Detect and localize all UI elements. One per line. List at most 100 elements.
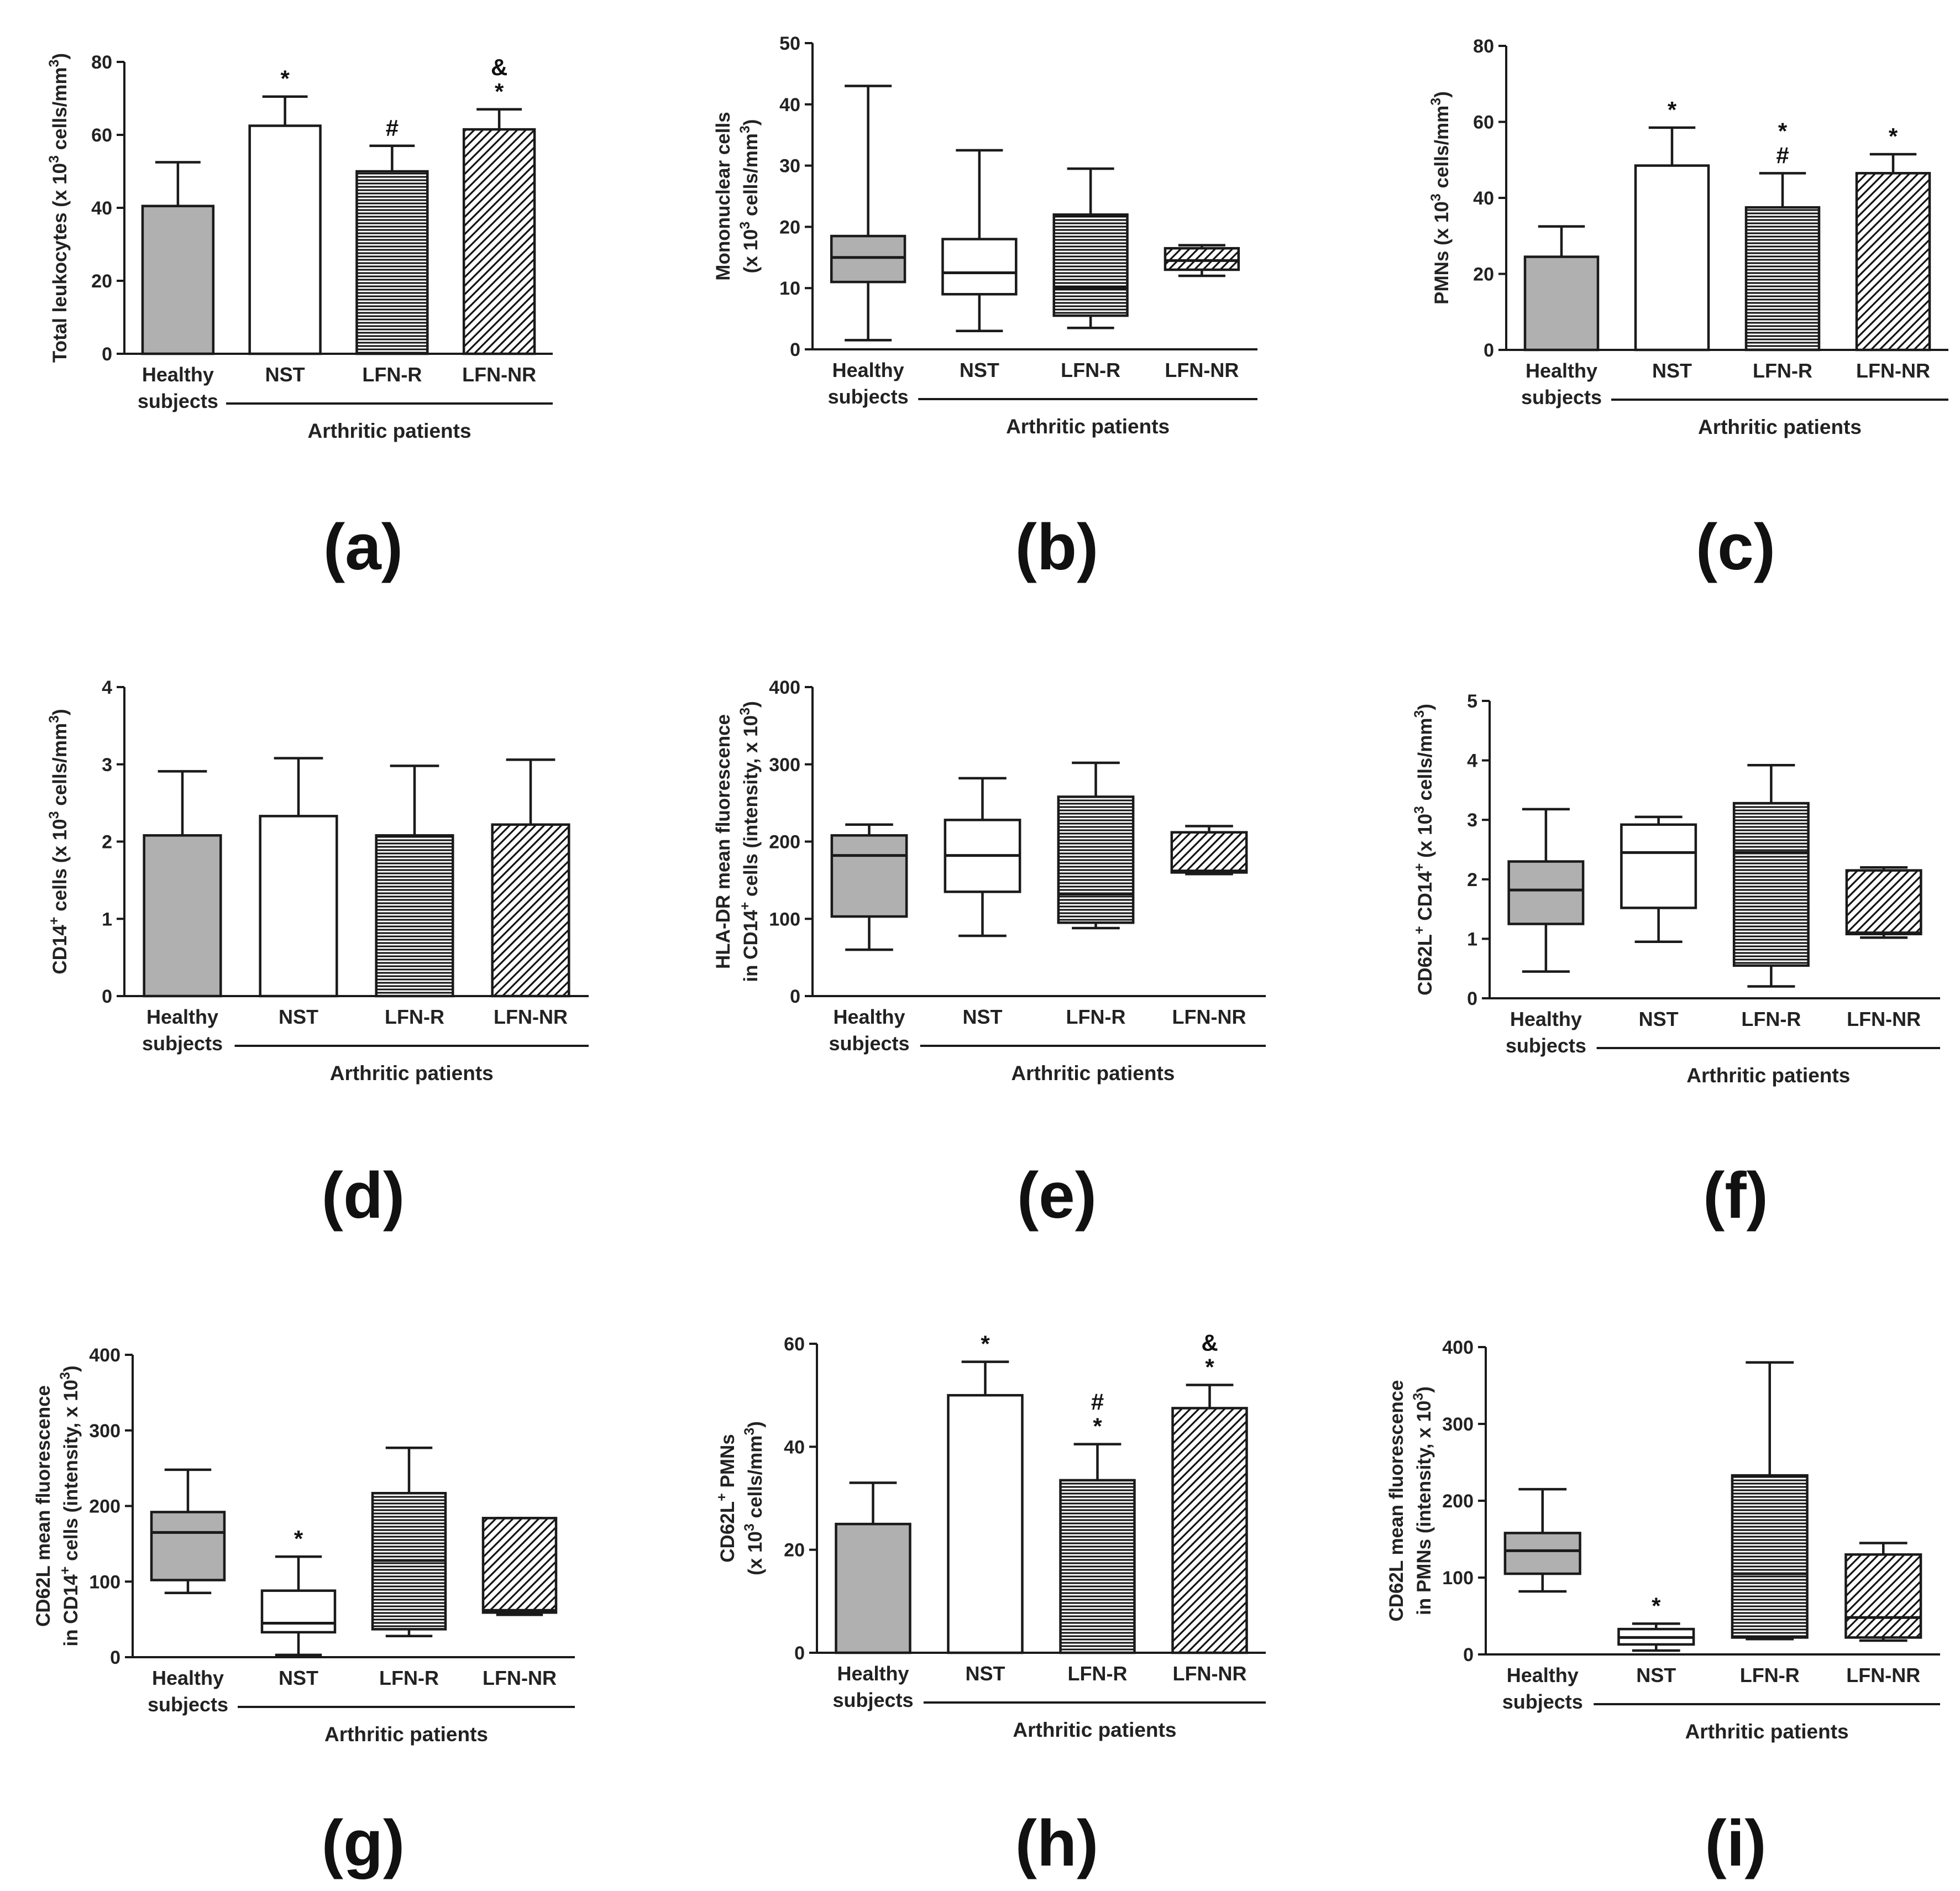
- ylabel-superscript: 3: [1411, 1393, 1426, 1401]
- ylabel-segment: cells/mm: [1431, 106, 1453, 194]
- y-tick-label: 40: [91, 198, 112, 219]
- ylabel-segment: Total leukocytes (x 10: [49, 163, 71, 363]
- y-tick-label: 80: [1473, 36, 1494, 57]
- bar-1: [248, 124, 322, 355]
- category-label: LFN-NR: [1846, 1664, 1920, 1686]
- chart-panel-e: 0 100 200 300 400 Healthy subjects NST LFN-R LFN-…: [712, 677, 1266, 1232]
- box-3: [1164, 247, 1240, 271]
- bar-3: [1171, 1407, 1248, 1654]
- chart-panel-b: 0 10 20 30 40 50 Healthy subjects NST LFN-R LFN-NR…: [712, 33, 1257, 584]
- y-tick-label: 30: [779, 156, 800, 177]
- y-axis-title: PMNs (x 103 cells/mm3): [1428, 91, 1453, 305]
- y-tick-label: 5: [1467, 691, 1477, 712]
- ylabel-segment: cells (intensity, x 10: [60, 1380, 82, 1567]
- category-label: LFN-NR: [1165, 359, 1239, 381]
- significance-mark: &: [1201, 1330, 1218, 1356]
- category-label: LFN-R: [1741, 1008, 1801, 1030]
- category-label: Healthy: [832, 359, 904, 381]
- ylabel-segment: PMNs (x 10: [1431, 201, 1453, 305]
- ylabel-segment: cells/mm: [745, 1436, 766, 1524]
- ylabel-segment: ): [49, 709, 71, 715]
- box-0: [1503, 1532, 1581, 1575]
- ylabel-superscript: 3: [737, 222, 753, 229]
- significance-mark: #: [386, 115, 399, 141]
- y-tick-label: 60: [1473, 112, 1494, 133]
- significance-mark: *: [1205, 1354, 1214, 1380]
- bar-0: [143, 834, 222, 998]
- box-2: [1731, 1474, 1809, 1639]
- category-label: Healthy: [142, 363, 214, 386]
- ylabel-segment: (x 10: [740, 229, 762, 274]
- category-label: subjects: [138, 390, 218, 412]
- category-label: subjects: [832, 1689, 913, 1711]
- y-tick-label: 3: [102, 755, 112, 776]
- significance-mark: *: [1889, 123, 1898, 149]
- y-tick-label: 20: [779, 217, 800, 238]
- category-label: LFN-NR: [494, 1005, 568, 1028]
- box-3: [481, 1517, 558, 1614]
- bar-2: [355, 170, 429, 355]
- category-label: LFN-NR: [1847, 1008, 1921, 1030]
- category-label: subjects: [148, 1693, 228, 1716]
- group-label: Arthritic patients: [1686, 1064, 1850, 1087]
- y-axis-title-line1: Mononuclear cells: [712, 112, 734, 280]
- category-label: LFN-R: [1740, 1664, 1800, 1686]
- chart-panel-i: 0 100 200 300 400 Healthy subjects * NST LFN-R LFN…: [1386, 1337, 1940, 1880]
- y-tick-label: 20: [784, 1540, 805, 1561]
- bar-3: [491, 823, 570, 998]
- panel-label: (c): [1696, 511, 1775, 584]
- ylabel-superscript: +: [57, 1567, 73, 1575]
- significance-mark: *: [495, 78, 504, 104]
- ylabel-segment: cells (x 10: [49, 819, 71, 916]
- box-3: [1844, 1553, 1922, 1639]
- panel-label: (e): [1017, 1159, 1097, 1232]
- chart-panel-d: 0 1 2 3 4 Healthy subjects NST LFN-R LFN-NR Arthri…: [46, 677, 589, 1232]
- y-tick-label: 1: [1467, 929, 1477, 950]
- ylabel-superscript: 3: [742, 1523, 757, 1531]
- box-3: [1845, 869, 1922, 936]
- bar-3: [1855, 172, 1931, 352]
- box-0: [150, 1511, 226, 1581]
- y-tick-label: 100: [1442, 1568, 1474, 1589]
- ylabel-segment: CD62L: [1414, 934, 1436, 996]
- significance-mark: *: [1668, 97, 1677, 123]
- box-2: [1057, 795, 1135, 924]
- ylabel-segment: ): [1413, 1386, 1435, 1393]
- y-axis-title-line2: (x 103 cells/mm3): [742, 1421, 766, 1575]
- category-label: Healthy: [837, 1662, 909, 1685]
- ylabel-segment: in PMNs (intensity, x 10: [1413, 1401, 1435, 1615]
- category-label: NST: [279, 1005, 318, 1028]
- category-label: LFN-NR: [462, 363, 536, 386]
- ylabel-segment: cells/mm: [49, 723, 71, 811]
- ylabel-segment: ): [745, 1421, 766, 1428]
- significance-mark: *: [1652, 1593, 1661, 1618]
- y-axis-title: CD62L+ CD14+ (x 103 cells/mm3): [1412, 704, 1436, 996]
- y-tick-label: 60: [784, 1334, 805, 1355]
- y-axis-title-line2: (x 103 cells/mm3): [737, 119, 762, 274]
- category-label: NST: [279, 1667, 318, 1689]
- y-tick-label: 0: [1484, 340, 1494, 361]
- ylabel-segment: ): [1414, 704, 1436, 710]
- y-axis-title-line1: CD62L+ PMNs: [714, 1434, 738, 1562]
- bar-0: [835, 1522, 911, 1654]
- ylabel-superscript: 3: [1412, 806, 1427, 814]
- y-tick-label: 2: [1467, 869, 1477, 891]
- y-tick-label: 20: [91, 271, 112, 292]
- y-tick-label: 200: [769, 832, 800, 853]
- ylabel-superscript: 3: [1412, 710, 1427, 718]
- ylabel-superscript: +: [737, 902, 753, 910]
- y-axis-title-line1: HLA-DR mean fluorescence: [712, 714, 734, 969]
- panel-label: (g): [322, 1807, 405, 1880]
- category-label: NST: [265, 363, 305, 386]
- y-tick-label: 100: [769, 909, 800, 930]
- y-axis-title-line2: in PMNs (intensity, x 103): [1411, 1386, 1435, 1615]
- category-label: Healthy: [1510, 1008, 1582, 1030]
- box-2: [1052, 213, 1129, 317]
- bar-2: [1059, 1479, 1136, 1654]
- panel-label: (h): [1015, 1807, 1099, 1880]
- y-axis-title-line2: in CD14+ cells (intensity, x 103): [737, 701, 762, 982]
- bar-0: [1523, 255, 1600, 352]
- significance-mark: *: [1093, 1413, 1102, 1439]
- ylabel-segment: ): [60, 1365, 82, 1372]
- y-tick-label: 0: [1467, 988, 1477, 1009]
